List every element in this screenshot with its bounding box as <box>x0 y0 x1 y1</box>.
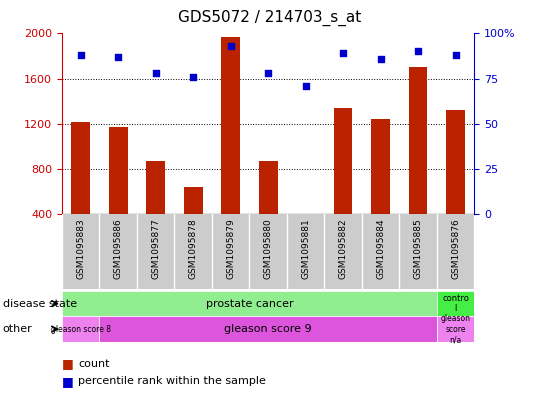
Point <box>189 73 197 80</box>
Text: disease state: disease state <box>3 299 77 309</box>
Point <box>451 52 460 58</box>
Bar <box>222 37 240 214</box>
Bar <box>146 161 165 214</box>
Text: GSM1095880: GSM1095880 <box>264 218 273 279</box>
Point <box>339 50 348 57</box>
Text: GSM1095877: GSM1095877 <box>151 218 160 279</box>
Text: GSM1095884: GSM1095884 <box>376 218 385 279</box>
Bar <box>437 316 474 342</box>
Text: other: other <box>3 324 32 334</box>
Bar <box>446 110 465 214</box>
Text: GSM1095882: GSM1095882 <box>338 218 348 279</box>
Text: GSM1095886: GSM1095886 <box>114 218 123 279</box>
Text: GSM1095883: GSM1095883 <box>76 218 85 279</box>
Text: ■: ■ <box>62 375 74 388</box>
Text: prostate cancer: prostate cancer <box>205 299 293 309</box>
Point <box>264 70 273 76</box>
Bar <box>100 316 437 342</box>
Point <box>376 55 385 62</box>
Text: GSM1095879: GSM1095879 <box>226 218 235 279</box>
Point <box>151 70 160 76</box>
Bar <box>259 161 278 214</box>
Point <box>226 43 235 49</box>
Point <box>301 83 310 89</box>
Text: ■: ■ <box>62 357 74 370</box>
Text: GSM1095876: GSM1095876 <box>451 218 460 279</box>
Text: GDS5072 / 214703_s_at: GDS5072 / 214703_s_at <box>178 10 361 26</box>
Bar <box>296 214 315 215</box>
Bar <box>62 316 100 342</box>
Text: GSM1095881: GSM1095881 <box>301 218 310 279</box>
Bar <box>71 122 90 214</box>
Bar <box>371 119 390 214</box>
Text: GSM1095878: GSM1095878 <box>189 218 198 279</box>
Text: GSM1095885: GSM1095885 <box>413 218 423 279</box>
Text: contro
l: contro l <box>442 294 469 313</box>
Bar <box>184 187 203 214</box>
Text: gleason score 8: gleason score 8 <box>51 325 110 334</box>
Bar <box>437 291 474 316</box>
Bar <box>109 127 128 214</box>
Bar <box>409 67 427 214</box>
Text: gleason
score
n/a: gleason score n/a <box>440 314 471 344</box>
Point <box>77 52 85 58</box>
Point <box>114 54 122 60</box>
Text: count: count <box>78 358 109 369</box>
Bar <box>334 108 353 214</box>
Point <box>414 48 423 55</box>
Text: gleason score 9: gleason score 9 <box>224 324 312 334</box>
Text: percentile rank within the sample: percentile rank within the sample <box>78 376 266 386</box>
